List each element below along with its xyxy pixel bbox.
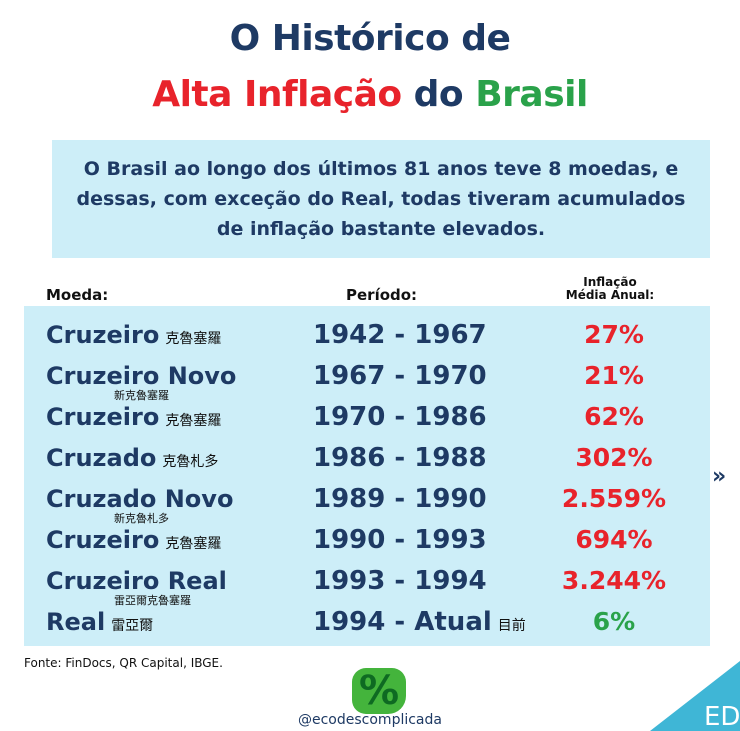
coin-name: Cruzeiro 克魯塞羅	[46, 400, 221, 438]
inflation-rate: 3.244%	[561, 566, 667, 595]
coin-name: Real 雷亞爾	[46, 605, 153, 643]
inflation-rate: 2.559%	[561, 484, 667, 513]
header-inflation: Inflação Média Anual:	[545, 276, 675, 302]
table-row: Cruzeiro 克魯塞羅 1990 - 1993 694%	[24, 523, 710, 561]
inflation-rate: 27%	[584, 320, 644, 349]
coin-label: Cruzeiro Real	[46, 567, 227, 595]
coin-chinese-label: 克魯塞羅	[165, 536, 222, 552]
coin-label: Cruzeiro	[46, 403, 160, 431]
corner-triangle	[650, 661, 740, 731]
coin-name: Cruzado 克魯札多	[46, 441, 218, 479]
coin-label: Real	[46, 608, 106, 636]
social-handle: @ecodescomplicada	[298, 712, 442, 728]
header-coin: Moeda:	[46, 286, 109, 304]
coin-chinese-sublabel: 雷亞爾克魯塞羅	[114, 594, 191, 607]
period-text: 1967 - 1970	[313, 361, 487, 391]
period-text: 1942 - 1967	[313, 320, 487, 350]
period-value: 1994 - Atual 目前	[313, 605, 526, 643]
corner-logo-text: ED	[704, 702, 740, 731]
inflation-rate: 6%	[592, 607, 636, 636]
title-red-part: Alta Inflação	[152, 74, 402, 115]
page-title-line1: O Histórico de	[229, 18, 511, 59]
ed-corner-logo: ED	[650, 661, 740, 731]
inflation-rate: 21%	[584, 361, 644, 390]
coin-chinese-sublabel: 新克魯塞羅	[114, 389, 169, 402]
period-text: 1994 - Atual	[313, 607, 492, 637]
coin-label: Cruzeiro	[46, 526, 160, 554]
coin-label: Cruzado	[46, 444, 157, 472]
table-row: Cruzeiro Real 雷亞爾克魯塞羅 1993 - 1994 3.244%	[24, 564, 710, 607]
next-arrow-icon[interactable]: »	[712, 464, 727, 489]
coin-label: Cruzado Novo	[46, 485, 234, 513]
table-row: Cruzeiro 克魯塞羅 1942 - 1967 27%	[24, 318, 710, 356]
table-row: Cruzeiro 克魯塞羅 1970 - 1986 62%	[24, 400, 710, 438]
period-value: 1970 - 1986	[313, 400, 487, 434]
source-note: Fonte: FinDocs, QR Capital, IBGE.	[24, 656, 223, 670]
inflation-rate: 302%	[575, 443, 653, 472]
table-row: Cruzado 克魯札多 1986 - 1988 302%	[24, 441, 710, 479]
inflation-table	[24, 306, 710, 646]
period-value: 1993 - 1994	[313, 564, 487, 598]
page-title-line2: Alta Inflação do Brasil	[0, 74, 740, 115]
period-text: 1989 - 1990	[313, 484, 487, 514]
coin-chinese-sublabel: 新克魯札多	[114, 512, 169, 525]
table-row: Real 雷亞爾 1994 - Atual 目前 6%	[24, 605, 710, 643]
header-inflation-line2: Média Anual:	[565, 288, 655, 302]
period-text: 1990 - 1993	[313, 525, 487, 555]
coin-label: Cruzeiro Novo	[46, 362, 237, 390]
period-text: 1970 - 1986	[313, 402, 487, 432]
coin-name: Cruzeiro 克魯塞羅	[46, 523, 221, 561]
period-value: 1967 - 1970	[313, 359, 487, 393]
period-value: 1986 - 1988	[313, 441, 487, 475]
period-value: 1990 - 1993	[313, 523, 487, 557]
coin-name: Cruzeiro Novo	[46, 359, 236, 393]
coin-name: Cruzeiro 克魯塞羅	[46, 318, 221, 356]
coin-chinese-label: 克魯塞羅	[165, 331, 222, 347]
intro-text: O Brasil ao longo dos últimos 81 anos te…	[76, 158, 686, 240]
percent-logo-icon: %	[352, 668, 406, 714]
coin-chinese-label: 雷亞爾	[111, 618, 154, 634]
percent-logo-symbol: %	[358, 668, 400, 714]
coin-chinese-label: 克魯札多	[162, 454, 219, 470]
title-navy-part: do	[401, 74, 476, 115]
table-row: Cruzeiro Novo 新克魯塞羅 1967 - 1970 21%	[24, 359, 710, 402]
inflation-rate: 694%	[575, 525, 653, 554]
period-text: 1986 - 1988	[313, 443, 487, 473]
table-row: Cruzado Novo 新克魯札多 1989 - 1990 2.559%	[24, 482, 710, 525]
period-value: 1989 - 1990	[313, 482, 487, 516]
inflation-rate: 62%	[584, 402, 644, 431]
header-inflation-line1: Inflação	[583, 275, 637, 289]
coin-label: Cruzeiro	[46, 321, 160, 349]
period-value: 1942 - 1967	[313, 318, 487, 352]
intro-box: O Brasil ao longo dos últimos 81 anos te…	[52, 140, 710, 258]
period-chinese-label: 目前	[497, 618, 526, 634]
coin-name: Cruzado Novo	[46, 482, 233, 516]
period-text: 1993 - 1994	[313, 566, 487, 596]
coin-chinese-label: 克魯塞羅	[165, 413, 222, 429]
header-period: Período:	[346, 286, 418, 304]
coin-name: Cruzeiro Real	[46, 564, 227, 598]
title-green-part: Brasil	[475, 74, 588, 115]
